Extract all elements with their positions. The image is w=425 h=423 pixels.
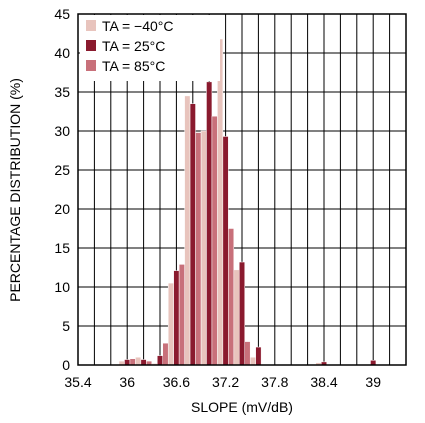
bars xyxy=(118,38,377,366)
y-tick-label: 15 xyxy=(54,240,70,256)
bar xyxy=(140,359,147,366)
y-tick-label: 35 xyxy=(54,84,70,100)
y-tick-label: 25 xyxy=(54,162,70,178)
x-tick-labels: 35.4 36 36.6 37.2 37.8 38.4 39 xyxy=(64,374,381,390)
legend-background xyxy=(80,15,220,81)
y-tick-label: 30 xyxy=(54,123,70,139)
bar xyxy=(178,264,185,366)
bar xyxy=(173,270,180,366)
bar xyxy=(239,261,245,366)
x-tick-label: 39 xyxy=(365,374,381,390)
legend-label: TA = 85°C xyxy=(102,58,165,74)
bar xyxy=(195,132,202,366)
y-tick-label: 5 xyxy=(62,318,70,334)
bar xyxy=(157,355,163,366)
y-tick-label: 10 xyxy=(54,279,70,295)
y-tick-label: 45 xyxy=(54,6,70,22)
y-tick-label: 40 xyxy=(54,45,70,61)
x-axis-title: SLOPE (mV/dB) xyxy=(191,399,293,415)
y-axis-title: PERCENTAGE DISTRIBUTION (%) xyxy=(7,78,23,302)
x-tick-label: 35.4 xyxy=(64,374,91,390)
y-tick-label: 0 xyxy=(62,357,70,373)
bar xyxy=(167,282,174,366)
bar xyxy=(228,228,235,366)
bar xyxy=(233,269,240,366)
x-tick-label: 38.4 xyxy=(310,374,337,390)
bar xyxy=(206,81,213,366)
bar xyxy=(255,346,262,366)
bar xyxy=(200,130,207,366)
bar xyxy=(211,115,218,366)
x-tick-label: 37.2 xyxy=(212,374,239,390)
bar xyxy=(135,356,142,366)
y-tick-labels: 0 5 10 15 20 25 30 35 40 45 xyxy=(54,6,70,373)
x-tick-label: 37.8 xyxy=(261,374,288,390)
bar xyxy=(217,38,224,366)
x-tick-label: 36 xyxy=(119,374,135,390)
legend-swatch xyxy=(86,60,96,71)
y-tick-label: 20 xyxy=(54,201,70,217)
legend-label: TA = −40°C xyxy=(102,18,174,34)
x-tick-label: 36.6 xyxy=(163,374,190,390)
legend: TA = −40°C TA = 25°C TA = 85°C xyxy=(80,15,220,81)
bar xyxy=(184,95,191,366)
bar xyxy=(162,342,169,366)
bar xyxy=(189,103,196,366)
bar xyxy=(244,341,251,366)
bar xyxy=(222,136,229,366)
bar xyxy=(129,358,136,366)
bar xyxy=(124,359,131,366)
legend-swatch xyxy=(86,20,96,31)
bar xyxy=(249,356,256,366)
legend-label: TA = 25°C xyxy=(102,38,165,54)
legend-swatch xyxy=(86,40,96,51)
plot-frame xyxy=(77,13,407,366)
